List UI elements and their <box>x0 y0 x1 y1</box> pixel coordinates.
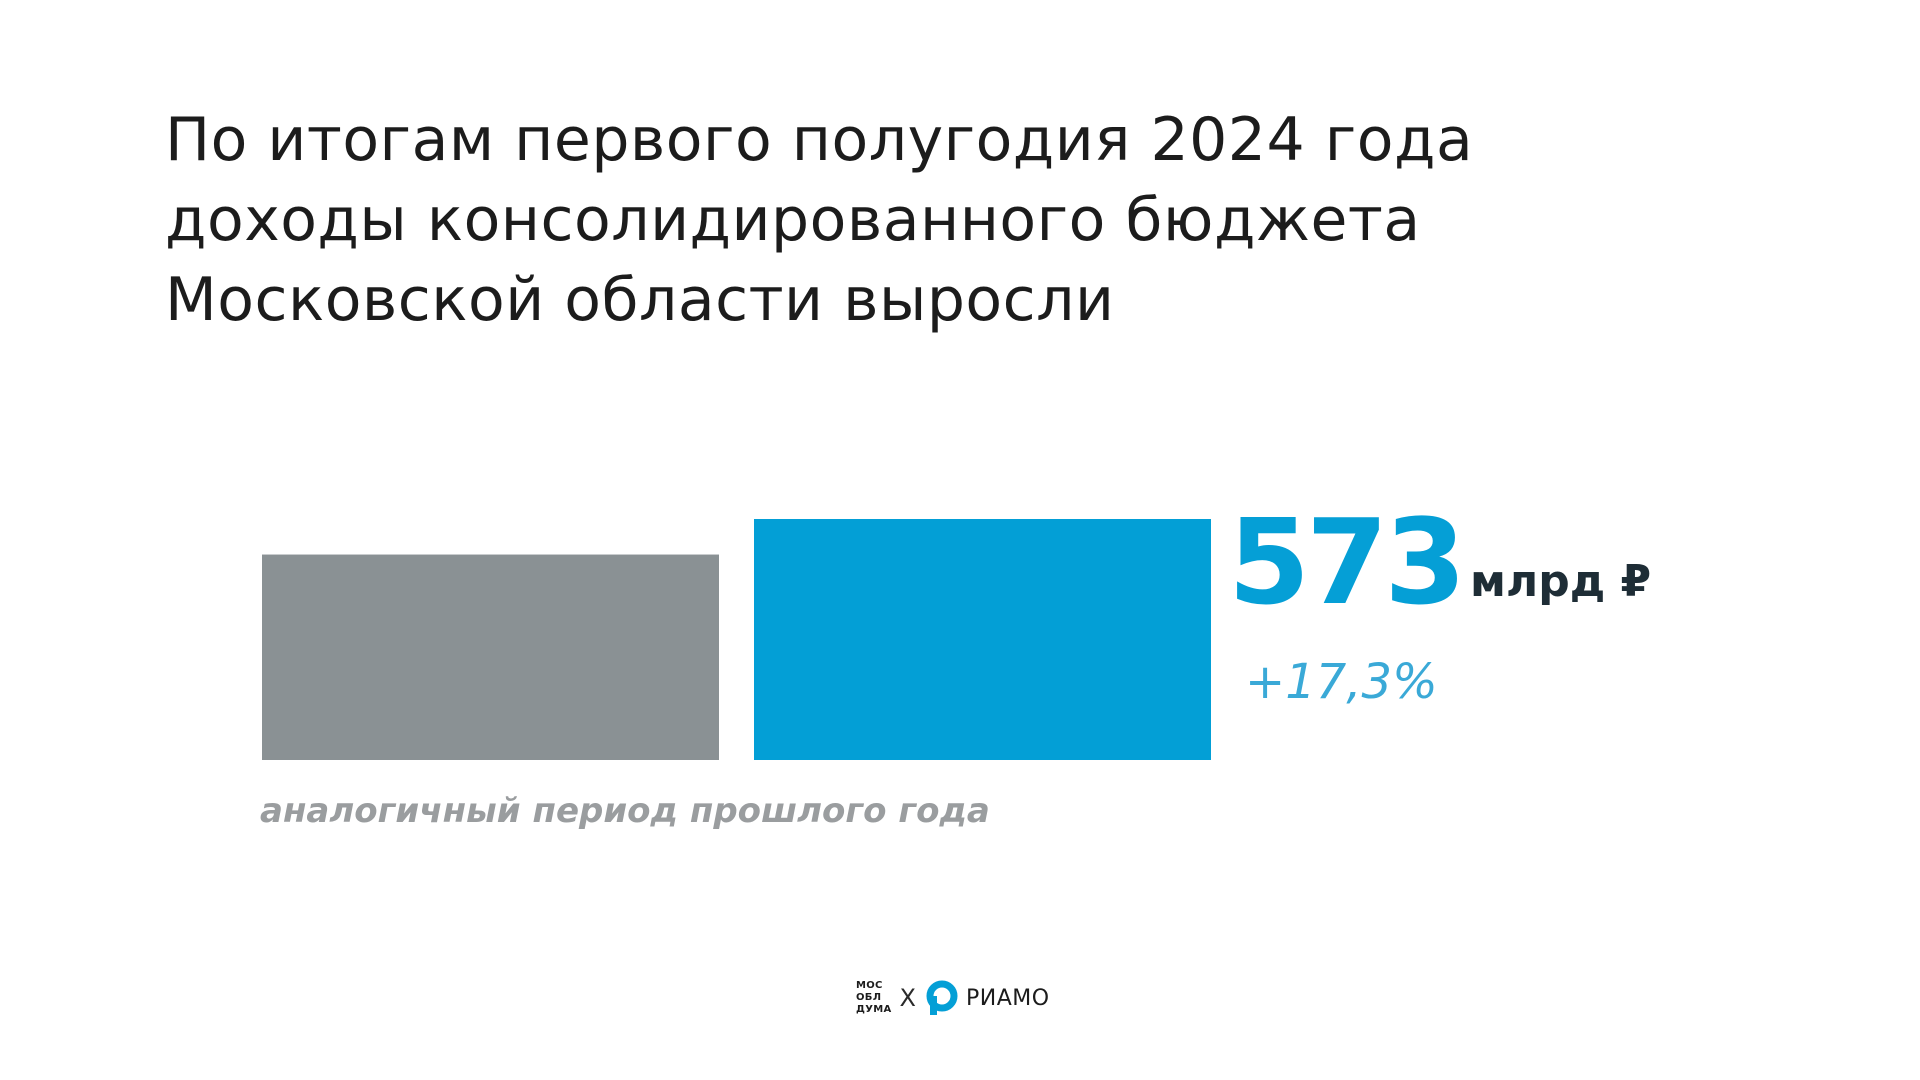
bar-previous-period <box>262 554 719 760</box>
riamo-logo-text: РИАМО <box>965 985 1050 1011</box>
mosoblduma-logo: МОС ОБЛ ДУМА <box>856 980 892 1016</box>
logo-separator: X <box>899 984 916 1012</box>
mosoblduma-logo-line: МОС <box>856 980 883 991</box>
previous-period-label: аналогичный период прошлого года <box>260 791 990 831</box>
mosoblduma-logo-line: ОБЛ <box>856 992 882 1003</box>
bar-current-period <box>754 519 1211 760</box>
riamo-logo-icon <box>926 980 958 1015</box>
footer-logos: МОС ОБЛ ДУМА X РИАМО <box>856 975 1050 1021</box>
mosoblduma-logo-line: ДУМА <box>856 1004 892 1015</box>
title-line: Московской области выросли <box>165 265 1115 335</box>
change-percent-label: +17,3% <box>1245 654 1438 710</box>
current-value-label: 573 <box>1228 493 1466 631</box>
title-line: доходы консолидированного бюджета <box>165 185 1421 255</box>
value-unit-label: млрд ₽ <box>1470 556 1652 607</box>
page-title: По итогам первого полугодия 2024 года до… <box>165 100 1665 340</box>
riamo-logo: РИАМО <box>922 979 1050 1017</box>
title-line: По итогам первого полугодия 2024 года <box>165 105 1474 175</box>
